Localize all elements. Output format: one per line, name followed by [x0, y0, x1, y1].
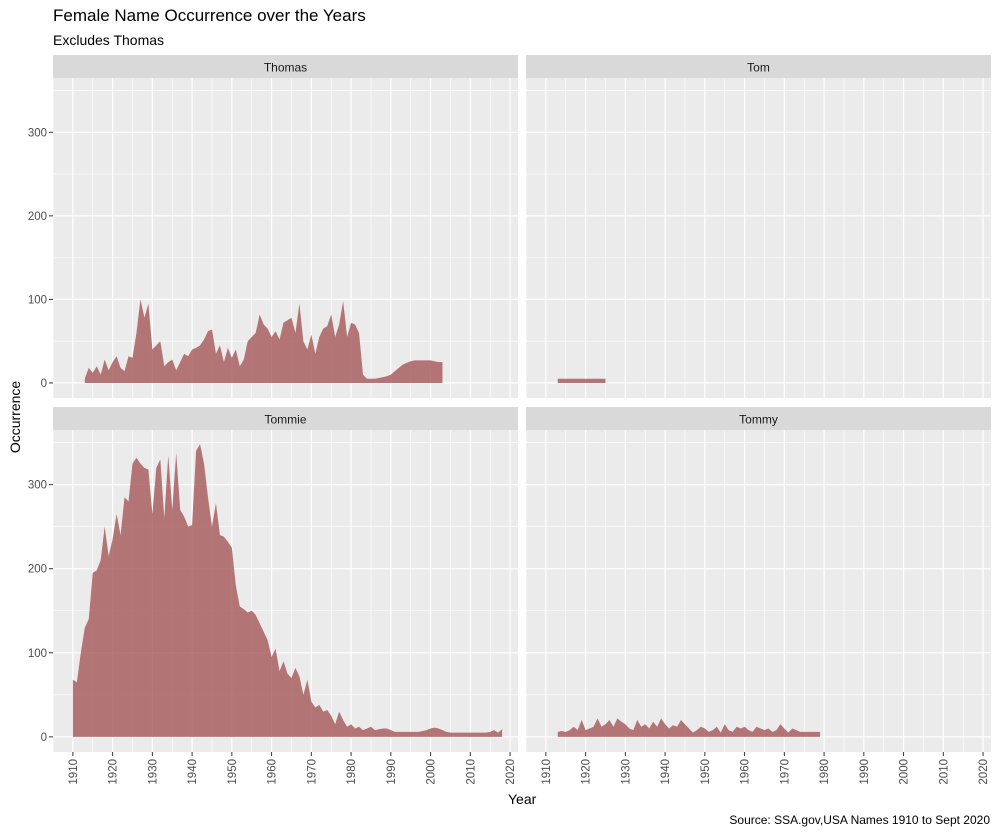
x-tick-label: 1970	[306, 759, 318, 785]
facet-strip	[53, 55, 518, 78]
x-axis-label: Year	[508, 791, 537, 807]
y-tick-label: 300	[28, 127, 47, 139]
x-tick-label: 1960	[267, 759, 279, 785]
area-series-tom	[557, 378, 606, 383]
y-tick-label: 300	[28, 480, 47, 492]
facet-strip	[53, 407, 518, 430]
x-tick-label: 2010	[465, 759, 477, 785]
y-tick-label: 200	[28, 564, 47, 576]
facet-strip	[526, 55, 991, 78]
x-tick-label: 1990	[859, 759, 871, 785]
x-tick-label: 2000	[899, 759, 911, 785]
y-tick-label: 0	[41, 378, 47, 390]
x-tick-label: 1980	[819, 759, 831, 785]
facet-strip-label: Thomas	[264, 61, 307, 75]
x-tick-label: 1930	[147, 759, 159, 785]
x-tick-label: 1910	[68, 759, 80, 785]
x-tick-label: 1920	[108, 759, 120, 785]
x-tick-label: 2000	[426, 759, 438, 785]
y-tick-label: 100	[28, 648, 47, 660]
x-tick-label: 1980	[346, 759, 358, 785]
facet-strip-label: Tommie	[264, 413, 306, 427]
chart-caption: Source: SSA.gov,USA Names 1910 to Sept 2…	[729, 813, 990, 827]
x-tick-label: 1910	[541, 759, 553, 785]
x-tick-label: 1970	[779, 759, 791, 785]
chart-subtitle: Excludes Thomas	[53, 32, 165, 48]
area-series-thomas	[84, 299, 443, 383]
x-tick-label: 1930	[620, 759, 632, 785]
y-tick-label: 100	[28, 294, 47, 306]
y-tick-label: 0	[41, 732, 47, 744]
x-tick-label: 2020	[978, 759, 990, 785]
x-tick-label: 2020	[505, 759, 517, 785]
panel-background	[526, 78, 991, 398]
chart-title: Female Name Occurrence over the Years	[53, 6, 366, 25]
y-tick-label: 200	[28, 211, 47, 223]
facet-strip-label: Tommy	[739, 413, 778, 427]
x-tick-label: 1990	[386, 759, 398, 785]
x-tick-label: 1950	[700, 759, 712, 785]
y-axis-label: Occurrence	[7, 380, 23, 454]
x-tick-label: 1940	[187, 759, 199, 785]
x-tick-label: 2010	[938, 759, 950, 785]
facet-strip	[526, 407, 991, 430]
panel-background	[526, 430, 991, 752]
x-tick-label: 1940	[660, 759, 672, 785]
area-series-tommie	[72, 444, 503, 737]
area-series-tommy	[557, 718, 821, 737]
x-tick-label: 1960	[740, 759, 752, 785]
x-tick-label: 1920	[581, 759, 593, 785]
facet-strip-label: Tom	[747, 61, 770, 75]
x-tick-label: 1950	[227, 759, 239, 785]
